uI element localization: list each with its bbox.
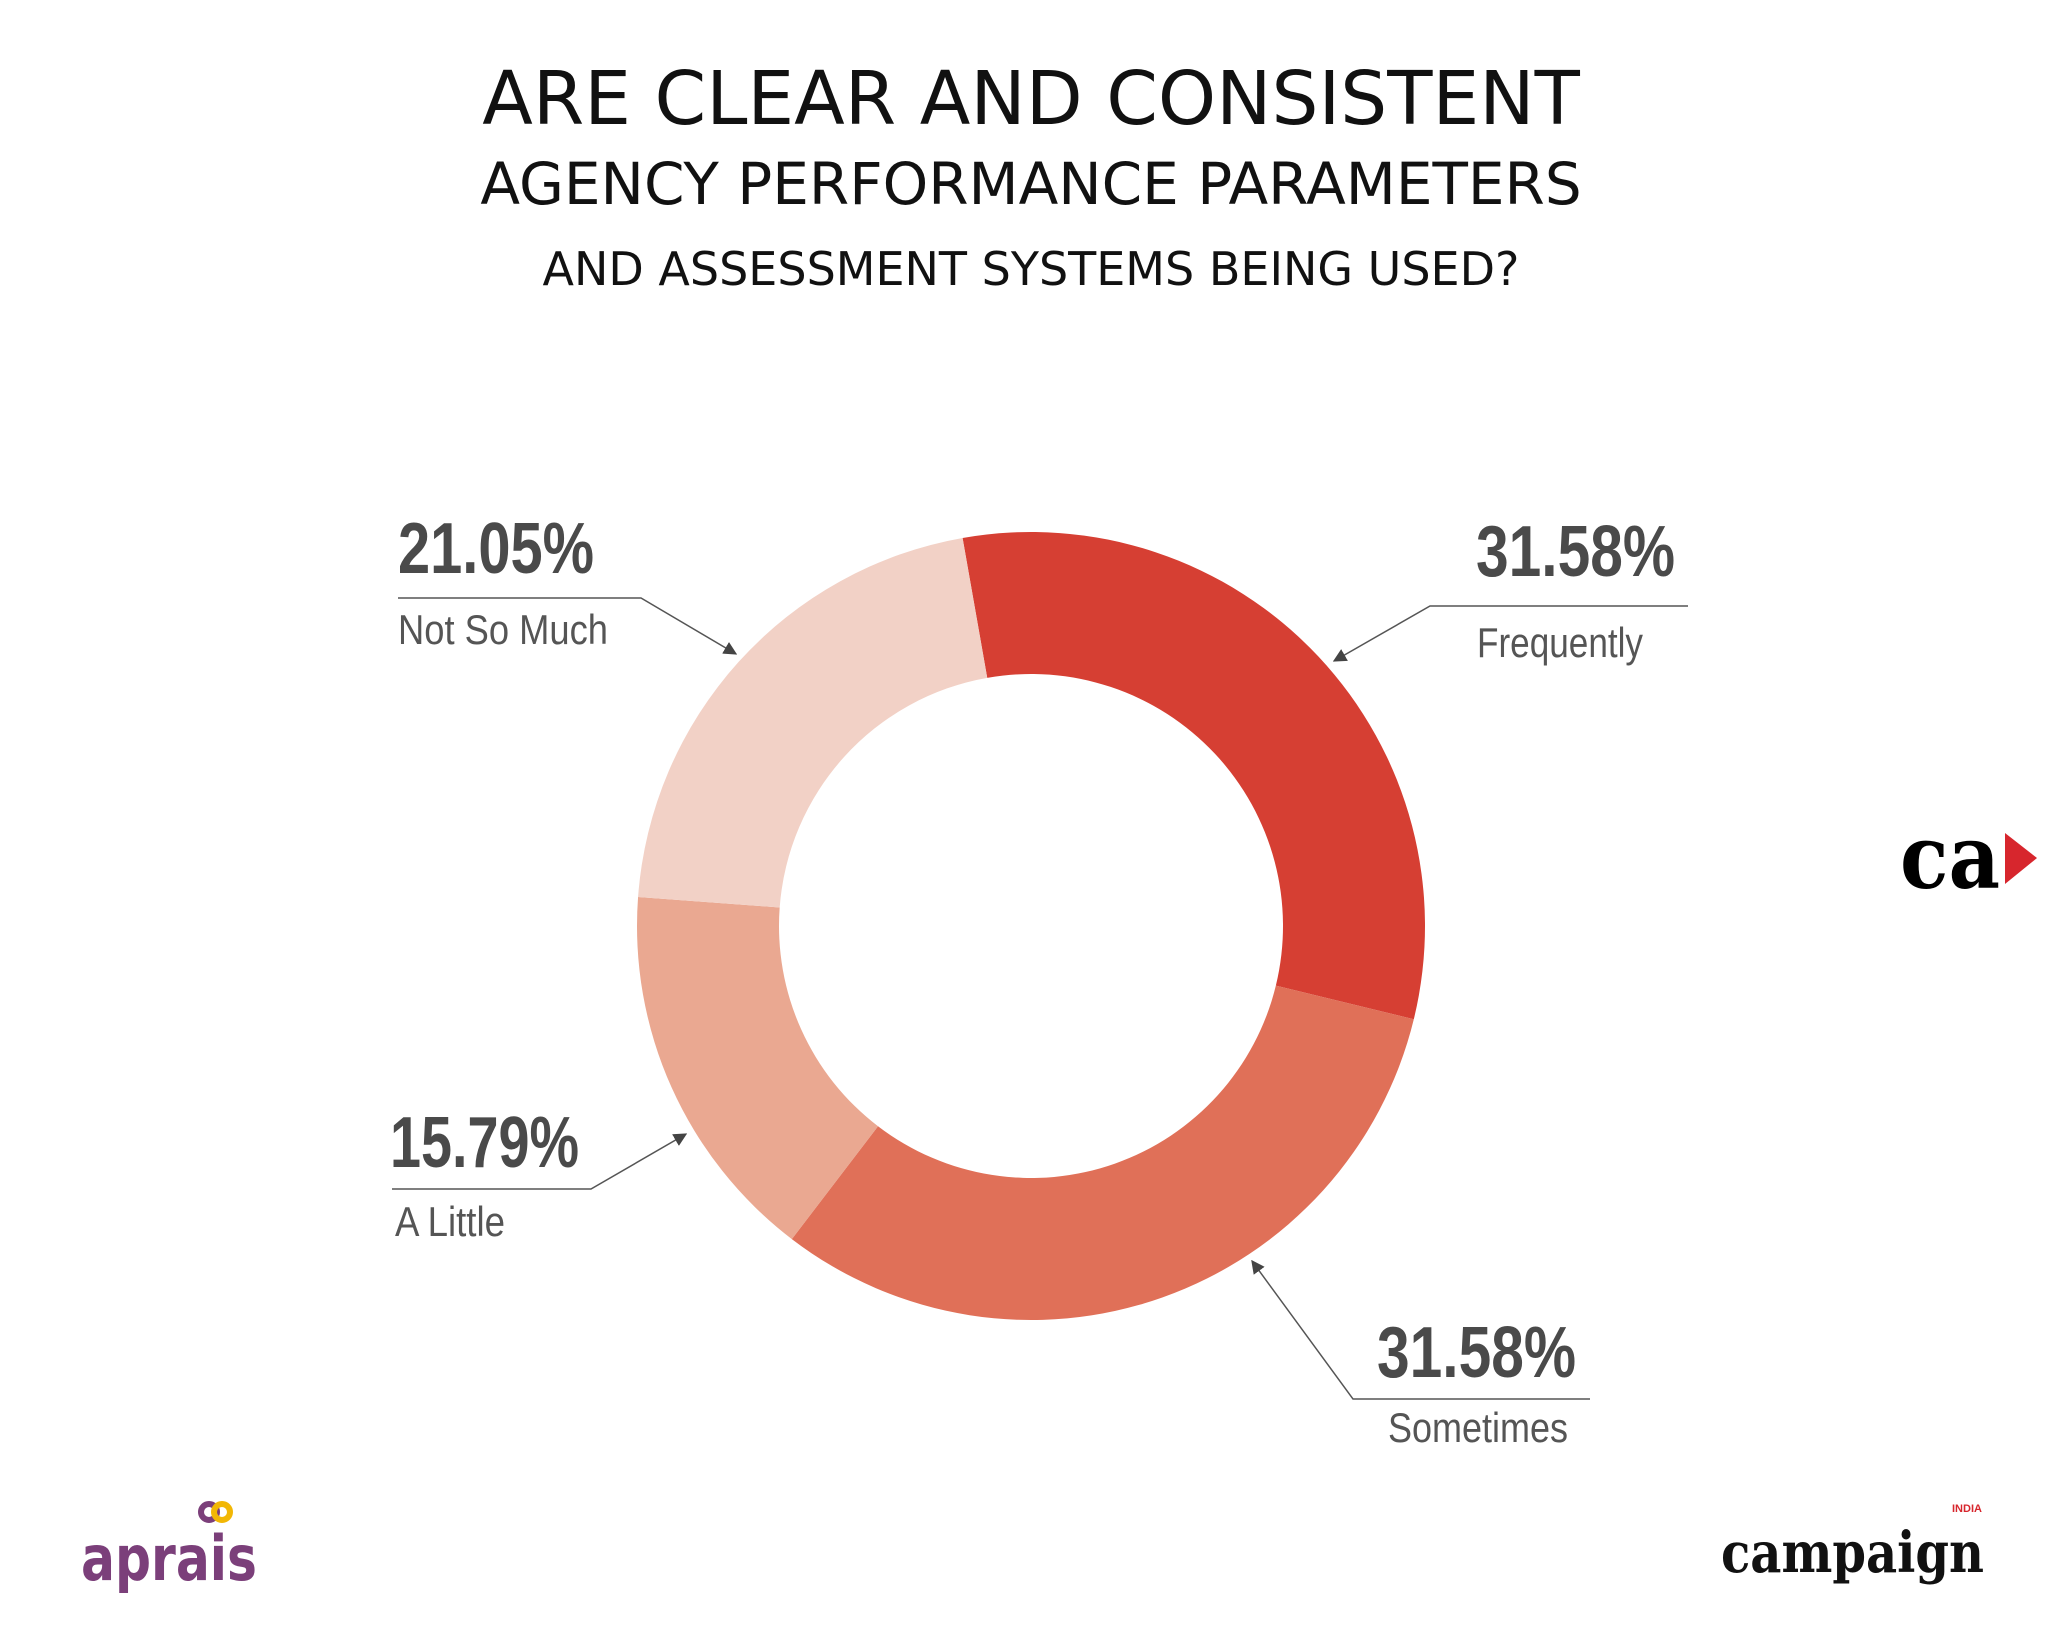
aprais-logo: aprais xyxy=(81,1501,257,1595)
donut xyxy=(636,531,1425,1321)
donut-slice-frequently xyxy=(962,531,1425,1020)
campaign-logo-india: INDIA xyxy=(1952,1503,1982,1515)
data-label-sometimes-value: 31.58% xyxy=(1377,1313,1576,1393)
data-label-not-so-much-value: 21.05% xyxy=(398,509,594,589)
chart-title-line-2: AGENCY PERFORMANCE PARAMETERS xyxy=(480,150,1581,218)
leader-line-not-so-much xyxy=(398,597,738,655)
aprais-ring-gold-icon xyxy=(211,1501,233,1523)
data-label-frequently-value: 31.58% xyxy=(1476,512,1675,592)
ca-logo: ca xyxy=(1900,805,2037,909)
ca-logo-triangle-icon xyxy=(2005,833,2037,884)
leader-line-a-little xyxy=(392,1133,688,1190)
campaign-logo-text: campaign xyxy=(1721,1520,1984,1586)
data-label-not-so-much: Not So Much xyxy=(398,606,608,653)
chart-title-line-3: AND ASSESSMENT SYSTEMS BEING USED? xyxy=(543,242,1520,296)
data-label-a-little: A Little xyxy=(395,1198,505,1245)
donut-slice-a-little xyxy=(636,897,879,1240)
donut-slice-not-so-much xyxy=(638,537,988,908)
data-label-sometimes: Sometimes xyxy=(1388,1404,1568,1451)
campaign-india-logo: campaign INDIA xyxy=(1721,1503,1984,1586)
leader-line-sometimes xyxy=(1251,1259,1590,1400)
leader-line-frequently xyxy=(1332,605,1688,662)
aprais-logo-text: aprais xyxy=(81,1522,257,1595)
donut-slice-sometimes xyxy=(791,985,1414,1321)
chart-title-line-1: ARE CLEAR AND CONSISTENT xyxy=(482,56,1580,142)
data-label-a-little-value: 15.79% xyxy=(390,1103,579,1183)
data-label-frequently: Frequently xyxy=(1477,619,1643,666)
ca-logo-text: ca xyxy=(1900,805,2000,909)
